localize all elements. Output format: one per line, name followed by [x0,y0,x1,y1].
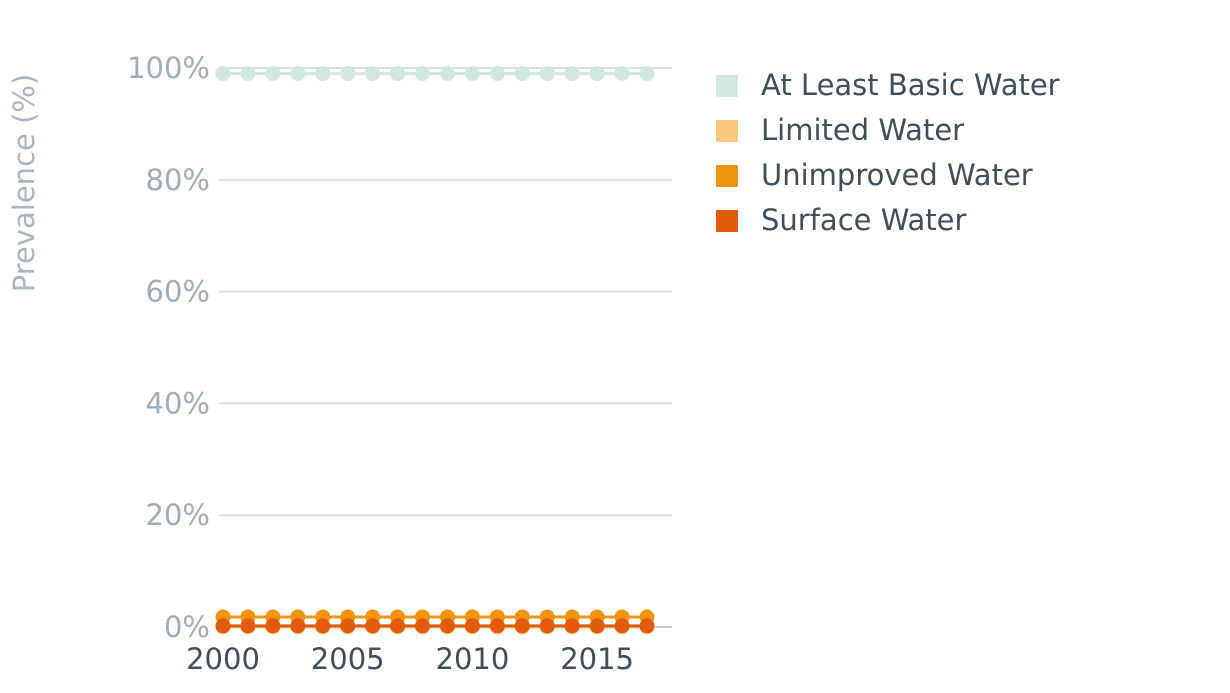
y-axis-ticks: 0% 20% 40% 60% 80% 100% [127,51,210,644]
legend-item[interactable]: Limited Water [716,113,964,147]
data-point[interactable] [390,618,406,634]
y-tick-label: 40% [146,386,210,420]
data-point[interactable] [240,618,256,634]
data-point[interactable] [365,66,381,82]
legend-swatch [716,165,738,187]
legend-item[interactable]: At Least Basic Water [716,68,1060,102]
x-tick-label: 2005 [311,642,385,676]
legend-item[interactable]: Unimproved Water [716,158,1033,192]
y-tick-label: 100% [127,51,210,85]
data-point[interactable] [439,66,455,82]
legend-swatch [716,120,738,142]
y-tick-label: 0% [164,610,210,644]
data-point[interactable] [464,618,480,634]
data-point[interactable] [489,618,505,634]
legend-label: Limited Water [761,113,964,147]
data-point[interactable] [290,66,306,82]
y-tick-label: 20% [146,498,210,532]
data-point[interactable] [539,618,555,634]
legend-label: Surface Water [761,203,966,237]
data-point[interactable] [564,66,580,82]
x-tick-label: 2015 [560,642,634,676]
legend-item[interactable]: Surface Water [716,203,966,237]
data-point[interactable] [340,618,356,634]
y-tick-label: 60% [146,275,210,309]
data-point[interactable] [539,66,555,82]
data-point[interactable] [464,66,480,82]
data-point[interactable] [514,66,530,82]
data-point[interactable] [589,618,605,634]
data-point[interactable] [589,66,605,82]
data-point[interactable] [614,66,630,82]
data-point[interactable] [390,66,406,82]
legend-label: At Least Basic Water [761,68,1060,102]
data-point[interactable] [215,618,231,634]
data-point[interactable] [340,66,356,82]
data-point[interactable] [265,66,281,82]
data-point[interactable] [290,618,306,634]
series-surface-water [215,618,655,634]
series [215,66,655,635]
data-point[interactable] [215,66,231,82]
series-at-least-basic-water [215,66,655,82]
data-point[interactable] [240,66,256,82]
legend-label: Unimproved Water [761,158,1033,192]
gridlines [219,67,672,628]
data-point[interactable] [489,66,505,82]
data-point[interactable] [415,618,431,634]
data-point[interactable] [365,618,381,634]
legend-swatch [716,210,738,232]
data-point[interactable] [415,66,431,82]
series-unimproved-water [215,609,655,625]
data-point[interactable] [564,618,580,634]
x-axis-ticks: 2000 2005 2010 2015 [186,642,634,676]
data-point[interactable] [639,66,655,82]
data-point[interactable] [514,618,530,634]
y-axis-title: Prevalence (%) [7,74,41,293]
data-point[interactable] [614,618,630,634]
data-point[interactable] [439,618,455,634]
legend-swatch [716,75,738,97]
x-tick-label: 2000 [186,642,260,676]
data-point[interactable] [265,618,281,634]
x-tick-label: 2010 [436,642,510,676]
data-point[interactable] [315,618,331,634]
legend: At Least Basic Water Limited Water Unimpro… [716,68,1060,237]
y-tick-label: 80% [146,163,210,197]
data-point[interactable] [315,66,331,82]
data-point[interactable] [639,618,655,634]
